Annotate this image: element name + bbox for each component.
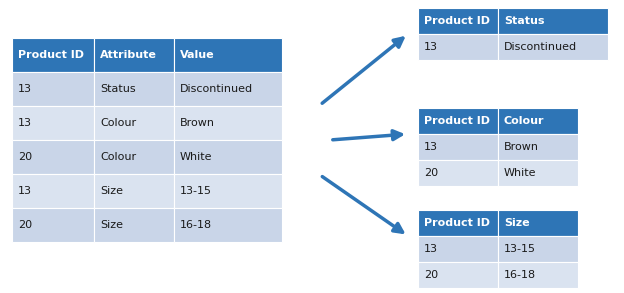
Bar [418, 8, 498, 34]
Bar [418, 34, 498, 60]
Bar [418, 262, 498, 288]
Text: 16-18: 16-18 [504, 270, 536, 280]
Bar [94, 72, 174, 106]
Bar [498, 34, 608, 60]
Bar [12, 208, 94, 242]
Bar [498, 236, 578, 262]
Text: 20: 20 [424, 270, 438, 280]
Text: Discontinued: Discontinued [180, 84, 253, 94]
Text: 13: 13 [18, 186, 32, 196]
Text: 13: 13 [424, 244, 438, 254]
Text: Discontinued: Discontinued [504, 42, 577, 52]
Bar [498, 108, 578, 134]
Text: White: White [504, 168, 537, 178]
Text: 13: 13 [18, 84, 32, 94]
Text: 20: 20 [18, 220, 32, 230]
Bar [498, 8, 608, 34]
Bar [94, 140, 174, 174]
Bar [418, 134, 498, 160]
Bar [498, 160, 578, 186]
Text: 13-15: 13-15 [180, 186, 212, 196]
Text: Status: Status [504, 16, 545, 26]
Bar [174, 106, 282, 140]
Text: Colour: Colour [504, 116, 545, 126]
Bar [94, 208, 174, 242]
Text: Brown: Brown [504, 142, 539, 152]
Text: 13-15: 13-15 [504, 244, 536, 254]
Text: 13: 13 [18, 118, 32, 128]
Text: Size: Size [100, 186, 123, 196]
Text: Attribute: Attribute [100, 50, 157, 60]
Text: Colour: Colour [100, 118, 136, 128]
Bar [174, 72, 282, 106]
Text: Value: Value [180, 50, 215, 60]
Text: 13: 13 [424, 42, 438, 52]
Text: Size: Size [100, 220, 123, 230]
Bar [498, 262, 578, 288]
Text: Product ID: Product ID [424, 218, 490, 228]
Text: 16-18: 16-18 [180, 220, 212, 230]
Text: Product ID: Product ID [424, 16, 490, 26]
Bar [174, 38, 282, 72]
Text: Product ID: Product ID [424, 116, 490, 126]
Text: Colour: Colour [100, 152, 136, 162]
Bar [174, 174, 282, 208]
Bar [418, 160, 498, 186]
Bar [498, 134, 578, 160]
Text: 20: 20 [18, 152, 32, 162]
Text: 13: 13 [424, 142, 438, 152]
Bar [12, 140, 94, 174]
Bar [174, 208, 282, 242]
Bar [498, 210, 578, 236]
Bar [12, 106, 94, 140]
Text: Size: Size [504, 218, 530, 228]
Bar [174, 140, 282, 174]
Bar [12, 72, 94, 106]
Text: Status: Status [100, 84, 135, 94]
Text: Product ID: Product ID [18, 50, 84, 60]
Text: White: White [180, 152, 213, 162]
Bar [418, 236, 498, 262]
Text: Brown: Brown [180, 118, 215, 128]
Bar [12, 38, 94, 72]
Text: 20: 20 [424, 168, 438, 178]
Bar [94, 106, 174, 140]
Bar [418, 210, 498, 236]
Bar [12, 174, 94, 208]
Bar [418, 108, 498, 134]
Bar [94, 174, 174, 208]
Bar [94, 38, 174, 72]
